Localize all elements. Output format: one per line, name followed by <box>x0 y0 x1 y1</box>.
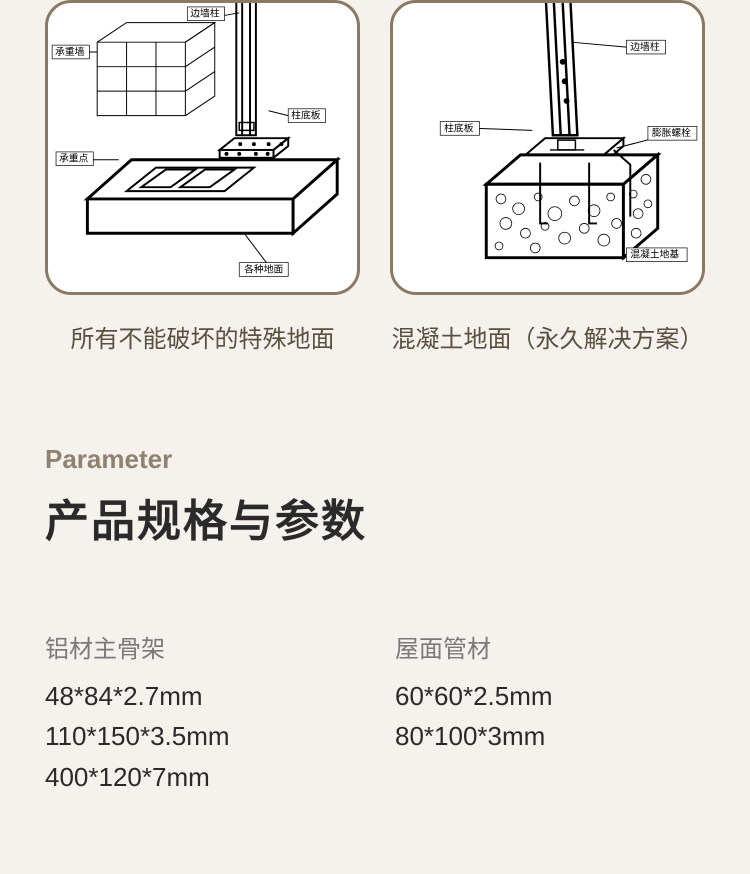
spec-value: 48*84*2.7mm <box>45 676 355 716</box>
diagram-right: 边墙柱 柱底板 膨胀螺栓 混凝土地基 <box>390 0 705 295</box>
spec-grid: 铝材主骨架 48*84*2.7mm 110*150*3.5mm 400*120*… <box>45 629 705 797</box>
caption-left: 所有不能破坏的特殊地面 <box>45 319 360 354</box>
spec-head-2: 屋面管材 <box>395 629 705 664</box>
diagram-label: 边墙柱 <box>190 7 220 20</box>
spec-value: 80*100*3mm <box>395 716 705 756</box>
caption-right: 混凝土地面（永久解决方案） <box>390 319 705 354</box>
diagram-left: 边墙柱 承重墙 柱底板 承重点 各种地面 <box>45 0 360 295</box>
diagram-label: 承重点 <box>59 152 89 165</box>
diagram-label: 承重墙 <box>55 45 85 58</box>
spec-value: 110*150*3.5mm <box>45 716 355 756</box>
diagram-label: 混凝土地基 <box>630 248 679 261</box>
diagram-label: 柱底板 <box>291 109 321 122</box>
spec-value: 400*120*7mm <box>45 757 355 797</box>
diagram-label: 柱底板 <box>444 121 474 134</box>
diagram-label: 各种地面 <box>244 262 283 275</box>
diagram-label: 边墙柱 <box>630 40 660 53</box>
section-title: 产品规格与参数 <box>45 485 705 549</box>
spec-head-1: 铝材主骨架 <box>45 629 355 664</box>
diagram-label: 膨胀螺栓 <box>652 126 691 139</box>
section-label: Parameter <box>45 444 705 475</box>
spec-value: 60*60*2.5mm <box>395 676 705 716</box>
